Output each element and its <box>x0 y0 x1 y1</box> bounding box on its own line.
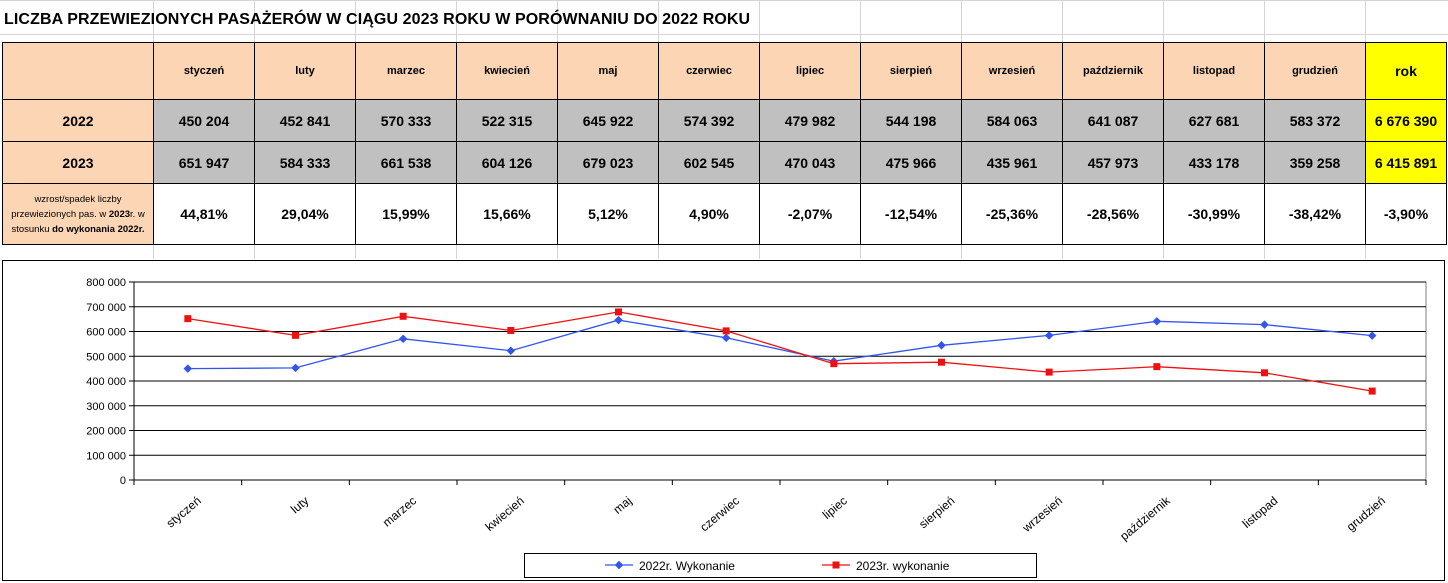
y-tick-label: 500 000 <box>86 351 126 363</box>
change-cell: -28,56% <box>1062 183 1164 245</box>
change-row-label: wzrost/spadek liczby przewiezionych pas.… <box>2 183 154 245</box>
y-tick-label: 800 000 <box>86 277 126 289</box>
series-1-point <box>1044 331 1054 340</box>
series-2-point <box>830 360 838 368</box>
header-month: marzec <box>355 42 457 100</box>
table-cell: 457 973 <box>1062 141 1164 184</box>
passenger-table: styczeń luty marzec kwiecień maj czerwie… <box>2 42 1447 245</box>
series-1-point <box>614 315 623 325</box>
y-tick-label: 0 <box>120 475 126 487</box>
header-month: wrzesień <box>961 42 1063 100</box>
series-2-point <box>1368 387 1376 395</box>
y-tick-label: 700 000 <box>86 302 126 314</box>
change-total-cell: -3,90% <box>1365 183 1447 245</box>
y-tick-label: 400 000 <box>86 376 126 388</box>
series-1-point <box>506 346 516 356</box>
table-cell: 679 023 <box>557 141 659 184</box>
series-1-point <box>291 363 300 373</box>
header-empty-cell <box>2 42 154 100</box>
change-cell: 44,81% <box>153 183 255 245</box>
table-cell: 627 681 <box>1163 99 1265 142</box>
series-1-point <box>1367 331 1377 340</box>
series-2-point <box>1153 363 1161 371</box>
grid-row-line <box>0 0 1448 1</box>
table-header-row: styczeń luty marzec kwiecień maj czerwie… <box>2 42 1447 100</box>
table-cell: 602 545 <box>658 141 760 184</box>
change-label-text: r. w stosunku <box>11 208 145 235</box>
legend-marker <box>614 560 624 570</box>
table-cell: 584 333 <box>254 141 356 184</box>
series-2-point <box>1045 368 1053 376</box>
grid-row-line <box>0 34 1448 35</box>
table-cell: 435 961 <box>961 141 1063 184</box>
table-cell: 574 392 <box>658 99 760 142</box>
series-1-point <box>398 334 408 344</box>
header-month: maj <box>557 42 659 100</box>
change-label-text: wzrost/spadek liczby przewiezionych pas.… <box>11 193 122 220</box>
series-2-point <box>722 327 730 335</box>
series-2-point <box>184 315 192 323</box>
table-cell: 544 198 <box>860 99 962 142</box>
table-row-change: wzrost/spadek liczby przewiezionych pas.… <box>2 183 1447 245</box>
series-1-point <box>721 333 731 343</box>
series-2-point <box>292 331 299 339</box>
y-tick-label: 100 000 <box>86 450 126 462</box>
table-cell: 452 841 <box>254 99 356 142</box>
y-tick-label: 300 000 <box>86 401 126 413</box>
change-cell: -12,54% <box>860 183 962 245</box>
change-cell: 4,90% <box>658 183 760 245</box>
series-1-point <box>1260 320 1269 330</box>
series-line-2 <box>187 311 1373 392</box>
change-cell: 15,66% <box>456 183 558 245</box>
series-2-point <box>1261 369 1268 377</box>
y-tick-label: 600 000 <box>86 327 126 339</box>
page-title: LICZBA PRZEWIEZIONYCH PASAŻERÓW W CIĄGU … <box>4 11 751 28</box>
series-2-point <box>399 312 407 320</box>
y-tick-label: 200 000 <box>86 426 126 438</box>
header-month: grudzień <box>1264 42 1366 100</box>
table-row-2023: 2023 651 947 584 333 661 538 604 126 679… <box>2 141 1447 184</box>
change-cell: -2,07% <box>759 183 861 245</box>
table-cell: 583 372 <box>1264 99 1366 142</box>
change-cell: -30,99% <box>1163 183 1265 245</box>
series-1-point <box>937 340 946 350</box>
series-2-point <box>507 326 515 334</box>
table-cell: 475 966 <box>860 141 962 184</box>
legend-label: 2022r. Wykonanie <box>639 559 735 573</box>
table-total-cell: 6 676 390 <box>1365 99 1447 142</box>
header-month: październik <box>1062 42 1164 100</box>
table-cell: 433 178 <box>1163 141 1265 184</box>
table-cell: 604 126 <box>456 141 558 184</box>
header-month: lipiec <box>759 42 861 100</box>
legend-label: 2023r. wykonanie <box>856 559 950 573</box>
change-cell: -25,36% <box>961 183 1063 245</box>
change-label-reference: do wykonania 2022r. <box>52 223 145 235</box>
change-label-year: 2023 <box>108 208 131 220</box>
table-cell: 584 063 <box>961 99 1063 142</box>
table-row-2022: 2022 450 204 452 841 570 333 522 315 645… <box>2 99 1447 142</box>
header-month: sierpień <box>860 42 962 100</box>
table-cell: 645 922 <box>557 99 659 142</box>
series-1-point <box>1152 316 1162 326</box>
legend-marker <box>832 561 840 569</box>
change-cell: 5,12% <box>557 183 659 245</box>
row-label: 2022 <box>2 99 154 142</box>
series-2-point <box>615 308 622 316</box>
series-line-1 <box>187 319 1373 370</box>
table-cell: 359 258 <box>1264 141 1366 184</box>
header-year-total: rok <box>1365 42 1447 100</box>
header-month: listopad <box>1163 42 1265 100</box>
series-2-point <box>938 358 945 366</box>
header-month: czerwiec <box>658 42 760 100</box>
table-total-cell: 6 415 891 <box>1365 141 1447 184</box>
change-cell: -38,42% <box>1264 183 1366 245</box>
header-month: luty <box>254 42 356 100</box>
table-cell: 470 043 <box>759 141 861 184</box>
series-1-point <box>183 364 193 373</box>
